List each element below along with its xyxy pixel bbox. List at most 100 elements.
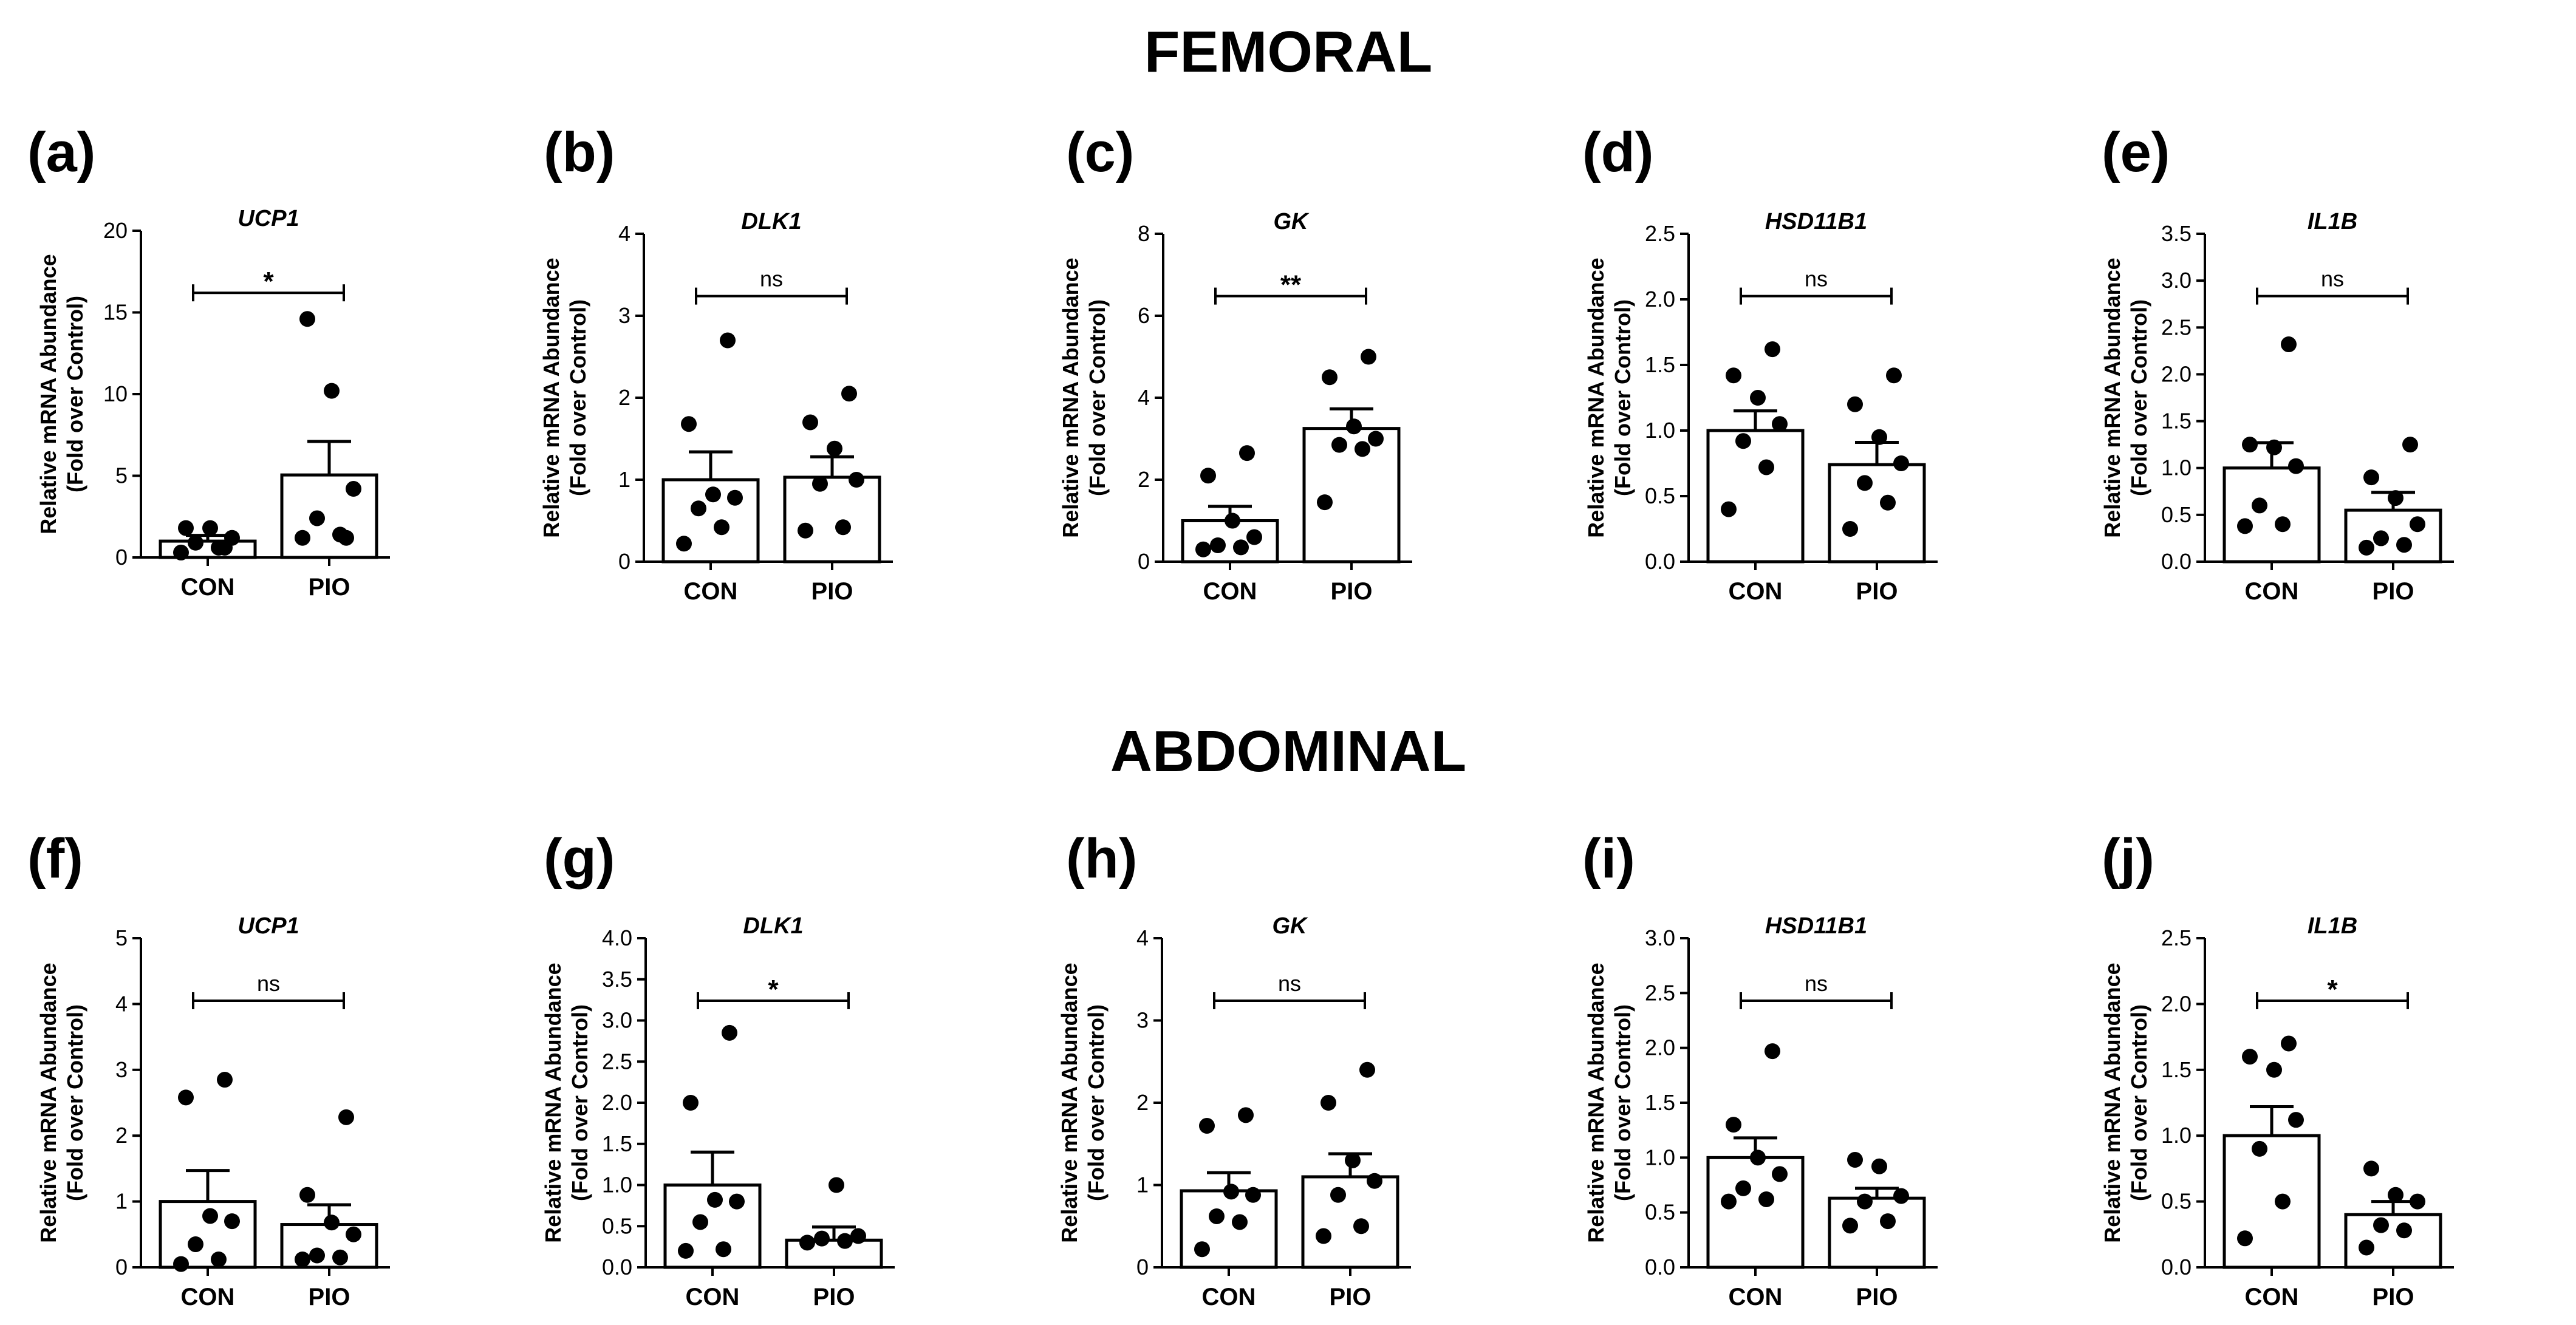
data-point xyxy=(309,1247,325,1264)
data-point xyxy=(692,1214,708,1230)
data-point xyxy=(202,1208,218,1224)
panel-label: (j) xyxy=(2102,828,2154,890)
chart-title: IL1B xyxy=(2308,913,2357,939)
x-category-label: CON xyxy=(684,578,738,605)
data-point xyxy=(295,1251,310,1267)
y-axis-title-line: (Fold over Control) xyxy=(63,1004,87,1201)
y-tick-label: 4 xyxy=(1138,385,1150,410)
y-tick-label: 1 xyxy=(1136,1173,1149,1197)
y-tick-label: 1.0 xyxy=(2161,1123,2192,1148)
data-point xyxy=(1225,513,1240,529)
y-tick-label: 2.5 xyxy=(1645,221,1675,246)
panel-label: (c) xyxy=(1066,121,1134,183)
bar-con xyxy=(2222,466,2321,564)
data-point xyxy=(678,1242,694,1259)
data-point xyxy=(2373,530,2389,547)
y-tick-label: 1.5 xyxy=(602,1131,632,1156)
data-point xyxy=(217,539,233,556)
significance-label: * xyxy=(2327,975,2338,1004)
data-point xyxy=(324,1214,340,1231)
data-point xyxy=(2242,1049,2258,1065)
y-tick-label: 8 xyxy=(1138,221,1150,246)
x-category-label: PIO xyxy=(811,578,853,605)
data-point xyxy=(2402,437,2418,453)
data-point xyxy=(727,489,743,506)
data-point xyxy=(324,383,340,399)
data-point xyxy=(1317,494,1333,511)
y-tick-label: 20 xyxy=(103,218,128,243)
x-category-label: CON xyxy=(2245,1284,2299,1310)
x-category-label: PIO xyxy=(1856,578,1898,605)
data-point xyxy=(1842,521,1858,537)
data-point xyxy=(2281,336,2297,353)
x-category-label: PIO xyxy=(1856,1284,1898,1310)
data-point xyxy=(1200,468,1216,484)
data-point xyxy=(849,472,864,488)
y-tick-label: 0.0 xyxy=(2161,549,2192,574)
data-point xyxy=(707,1191,723,1208)
y-tick-label: 2.0 xyxy=(1645,1035,1675,1060)
bar-con xyxy=(2222,1134,2321,1269)
y-tick-label: 3.5 xyxy=(602,967,632,992)
bar-pio xyxy=(1301,1175,1399,1269)
y-tick-label: 2 xyxy=(1138,467,1150,492)
y-tick-label: 2.5 xyxy=(1645,980,1675,1005)
data-point xyxy=(2363,469,2379,486)
y-axis-title: Relative mRNA Abundance(Fold over Contro… xyxy=(539,257,590,537)
y-tick-label: 15 xyxy=(103,300,128,325)
y-tick-label: 1.0 xyxy=(1645,418,1675,443)
x-category-label: CON xyxy=(181,1284,235,1310)
data-point xyxy=(1758,459,1774,475)
y-axis-title-line: Relative mRNA Abundance xyxy=(1058,257,1083,537)
y-tick-label: 3.0 xyxy=(2161,268,2192,293)
y-tick-label: 3.0 xyxy=(1645,925,1675,950)
data-point xyxy=(1194,1241,1210,1258)
x-category-label: PIO xyxy=(2373,1284,2414,1310)
chart-title: GK xyxy=(1274,209,1310,234)
panel-label: (g) xyxy=(544,828,615,890)
y-axis-title-line: Relative mRNA Abundance xyxy=(1584,962,1608,1242)
y-axis-title: Relative mRNA Abundance(Fold over Contro… xyxy=(1584,962,1635,1242)
significance-label: ns xyxy=(257,971,280,996)
data-point xyxy=(1842,1218,1858,1234)
data-point xyxy=(1239,445,1255,462)
data-point xyxy=(299,311,315,327)
data-point xyxy=(1368,431,1384,447)
data-point xyxy=(1353,1218,1369,1235)
y-tick-label: 0 xyxy=(1138,549,1150,574)
data-point xyxy=(2388,1187,2403,1203)
data-point xyxy=(1880,494,1896,511)
y-tick-label: 1.0 xyxy=(602,1173,632,1197)
data-point xyxy=(827,440,842,457)
chart-panel-f: (f) UCP1 Relative mRNA Abundance(Fold over… xyxy=(27,828,390,1310)
data-point xyxy=(188,534,203,551)
data-point xyxy=(835,519,851,536)
y-tick-label: 3 xyxy=(1136,1008,1149,1033)
data-point xyxy=(2252,1140,2267,1157)
data-point xyxy=(2237,518,2253,534)
section-title-abdominal: ABDOMINAL xyxy=(1110,719,1467,784)
panel-label: (h) xyxy=(1066,828,1137,890)
chart-panel-j: (j) IL1B Relative mRNA Abundance(Fold over… xyxy=(2100,828,2454,1310)
data-point xyxy=(346,481,361,497)
data-point xyxy=(1857,1193,1873,1210)
data-point xyxy=(2396,1222,2412,1239)
y-tick-label: 2.0 xyxy=(602,1090,632,1115)
data-point xyxy=(722,1024,737,1041)
y-tick-label: 1 xyxy=(115,1189,128,1214)
data-point xyxy=(2275,516,2291,533)
data-point xyxy=(1735,433,1751,449)
data-point xyxy=(173,544,189,560)
chart-panel-i: (i) HSD11B1 Relative mRNA Abundance(Fold o… xyxy=(1582,828,1938,1310)
data-point xyxy=(1726,1117,1741,1133)
y-axis-title-line: (Fold over Control) xyxy=(565,299,590,496)
data-point xyxy=(1772,416,1788,432)
chart-title: UCP1 xyxy=(237,206,299,231)
chart-panel-h: (h) GK Relative mRNA Abundance(Fold over C… xyxy=(1057,828,1411,1310)
data-point xyxy=(841,386,857,402)
y-axis-title-line: Relative mRNA Abundance xyxy=(36,962,61,1242)
x-category-label: CON xyxy=(1202,1284,1256,1310)
data-point xyxy=(2363,1160,2379,1177)
data-point xyxy=(1772,1166,1788,1182)
